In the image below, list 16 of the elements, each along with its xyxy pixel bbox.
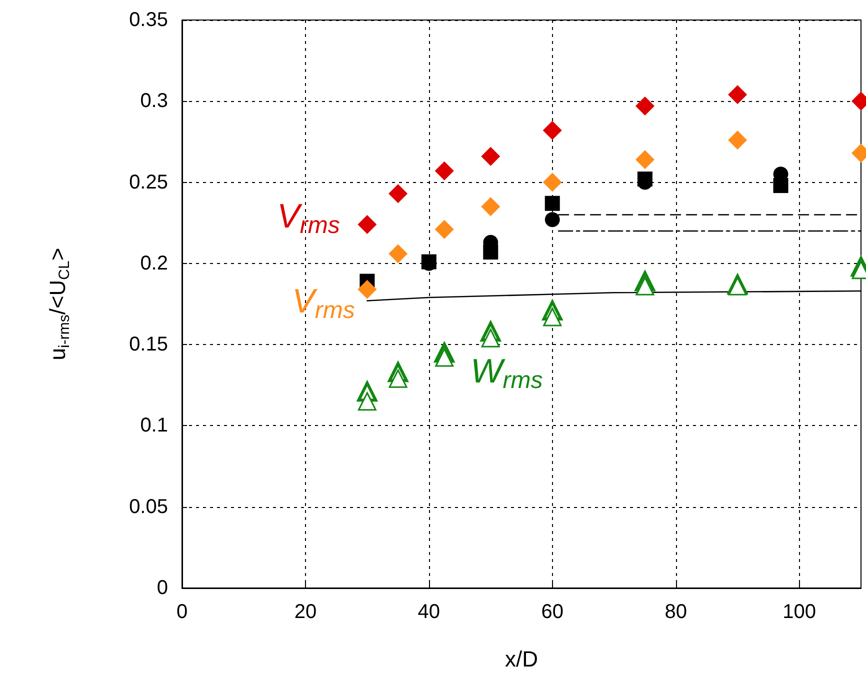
y-tick-label: 0.3: [140, 90, 168, 112]
y-tick-label: 0.05: [129, 496, 168, 518]
y-tick-label: 0.15: [129, 334, 168, 356]
x-axis-title: x/D: [505, 646, 538, 672]
y-tick-label: 0.35: [129, 9, 168, 31]
x-tick-label: 100: [782, 601, 816, 623]
x-tick-label: 40: [418, 601, 440, 623]
x-tick-label: 80: [664, 601, 687, 623]
y-tick-label: 0.1: [140, 414, 168, 437]
y-axis-title: ui-rms/<UCL>: [45, 248, 73, 360]
y-tick-label: 0.2: [140, 252, 168, 274]
y-tick-label: 0: [156, 577, 168, 599]
x-tick-label: 20: [294, 601, 317, 623]
y-tick-label: 0.25: [129, 171, 168, 194]
x-tick-label: 0: [176, 601, 188, 623]
x-tick-label: 60: [541, 601, 564, 623]
